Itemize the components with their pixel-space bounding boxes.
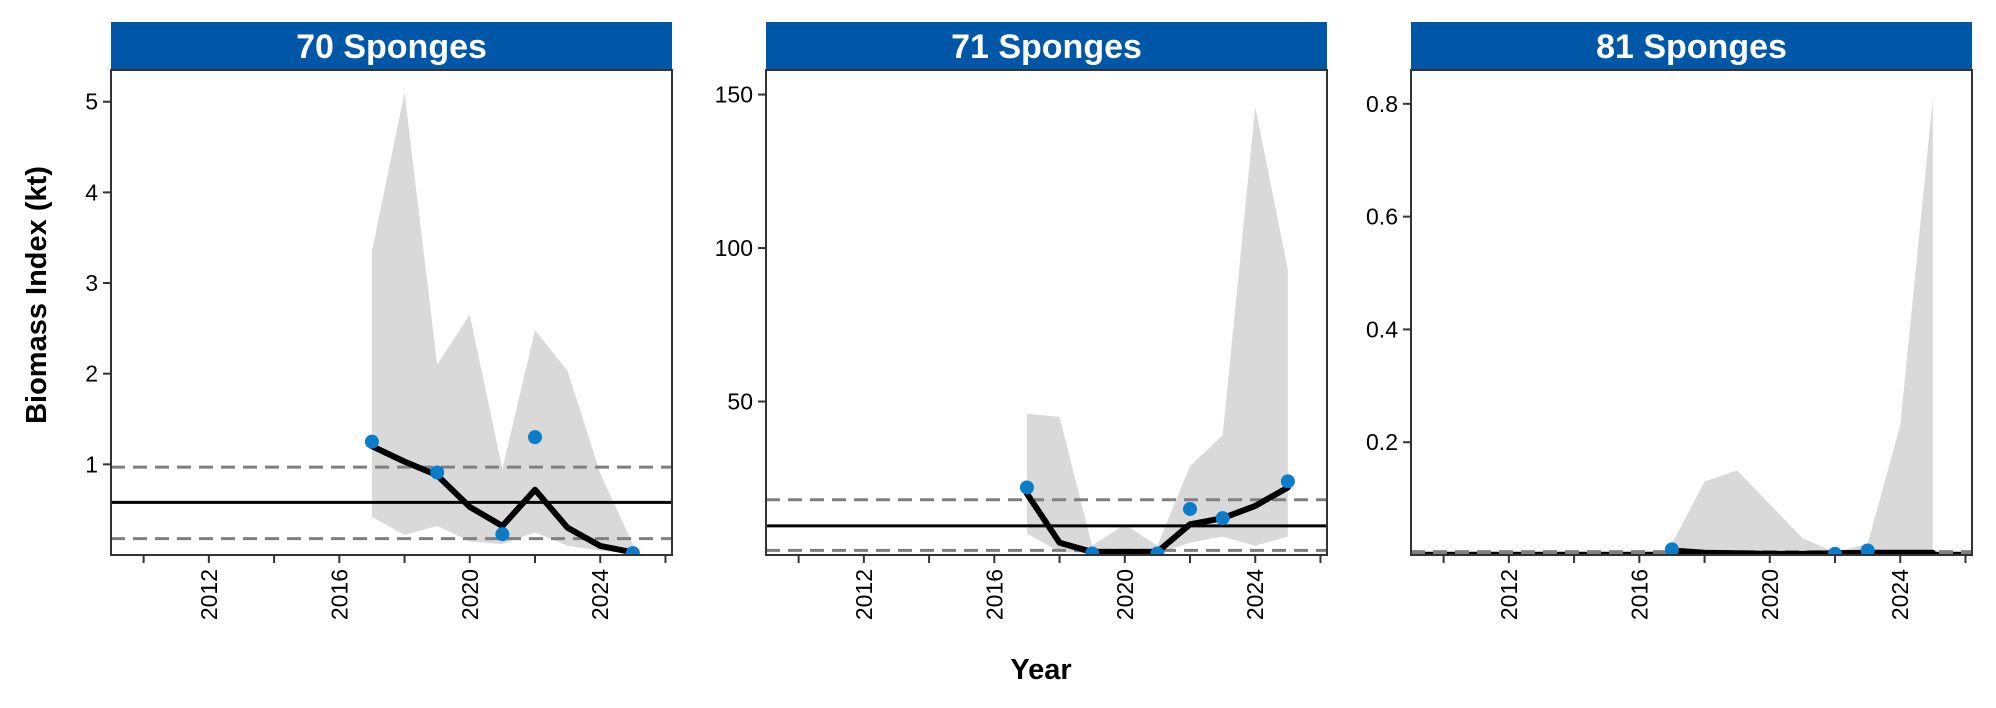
panel-title: 81 Sponges (1596, 28, 1787, 66)
panel-data (1411, 98, 1972, 555)
data-point (1215, 511, 1230, 526)
panel-3: 81 Sponges 0.2 0.4 0.6 0.8 2012 2016 2020 2024 (1366, 22, 1973, 620)
data-point (1019, 480, 1034, 495)
data-point (1280, 474, 1295, 489)
panel-1: 70 Sponges 1 2 3 4 5 2012 2016 2020 2024 (85, 22, 673, 620)
data-point (364, 434, 379, 449)
confidence-ribbon (1671, 98, 1933, 555)
data-point (625, 546, 640, 555)
panel-title: 70 Sponges (296, 28, 487, 66)
data-point (1860, 543, 1875, 555)
data-point (1183, 501, 1198, 516)
data-point (430, 465, 445, 480)
panel-border (1410, 69, 1973, 556)
data-point (1150, 546, 1165, 555)
panel-border (765, 69, 1328, 556)
panel-strip (766, 22, 1327, 70)
y-tick-label: 3 (85, 270, 98, 296)
data-point (1664, 542, 1679, 555)
x-tick-label: 2020 (1757, 569, 1783, 620)
panel-2: 71 Sponges 50 100 150 2012 2016 2020 2024 (715, 22, 1328, 620)
panel-data (766, 106, 1327, 555)
trend-line-1 (368, 443, 636, 555)
panel-strip (111, 22, 672, 70)
trend-line-1 (1668, 547, 1936, 555)
x-tick-label: 2016 (981, 569, 1007, 620)
data-point (1828, 546, 1843, 555)
x-tick-label: 2016 (326, 569, 352, 620)
x-axis-title: Year (1010, 654, 1071, 686)
x-tick-label: 2020 (1112, 569, 1138, 620)
panel-data (111, 92, 672, 555)
panel-border (110, 69, 673, 556)
y-tick-label: 0.4 (1366, 316, 1398, 342)
x-tick-label: 2012 (1496, 569, 1522, 620)
data-point (495, 527, 510, 542)
y-tick-label: 150 (715, 82, 753, 108)
x-tick-label: 2024 (587, 569, 613, 620)
x-tick-label: 2024 (1887, 569, 1913, 620)
confidence-ribbon (371, 92, 633, 555)
x-tick-label: 2012 (851, 569, 877, 620)
y-tick-label: 2 (85, 361, 98, 387)
x-tick-label: 2012 (196, 569, 222, 620)
y-tick-label: 1 (85, 451, 98, 477)
y-tick-label: 0.8 (1366, 91, 1398, 117)
y-tick-label: 4 (85, 179, 98, 205)
y-tick-label: 5 (85, 89, 98, 115)
y-axis-title: Biomass Index (kt) (21, 166, 53, 424)
y-tick-label: 100 (715, 235, 753, 261)
y-tick-label: 0.6 (1366, 204, 1398, 230)
x-tick-label: 2016 (1626, 569, 1652, 620)
panel-title: 71 Sponges (951, 28, 1142, 66)
y-tick-label: 50 (727, 389, 753, 415)
x-tick-label: 2020 (457, 569, 483, 620)
y-tick-label: 0.2 (1366, 429, 1398, 455)
data-point (1085, 546, 1100, 555)
panel-strip (1411, 22, 1972, 70)
confidence-ribbon (1026, 106, 1288, 554)
x-tick-label: 2024 (1242, 569, 1268, 620)
data-point (528, 430, 543, 445)
